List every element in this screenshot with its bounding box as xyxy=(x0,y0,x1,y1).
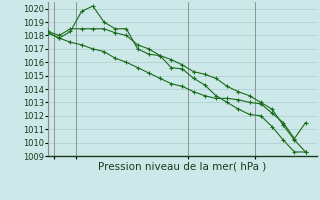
X-axis label: Pression niveau de la mer( hPa ): Pression niveau de la mer( hPa ) xyxy=(98,162,267,172)
